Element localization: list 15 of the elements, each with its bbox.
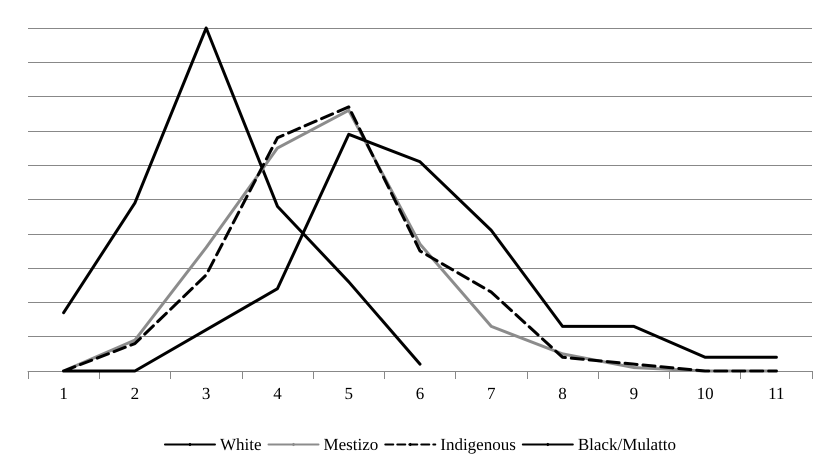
legend-label: Mestizo xyxy=(324,435,378,454)
x-tick-label: 8 xyxy=(558,384,567,403)
legend-label: Indigenous xyxy=(440,435,516,454)
x-tick-label: 3 xyxy=(202,384,210,403)
x-tick-label: 6 xyxy=(416,384,424,403)
x-tick-label: 10 xyxy=(696,384,714,403)
x-tick-label: 7 xyxy=(487,384,496,403)
x-tick-label: 1 xyxy=(59,384,68,403)
x-tick-label: 5 xyxy=(344,384,353,403)
legend-label: Black/Mulatto xyxy=(578,435,676,454)
x-tick-label: 9 xyxy=(630,384,638,403)
legend-label: White xyxy=(220,435,262,454)
x-tick-label: 11 xyxy=(768,384,785,403)
x-tick-label: 2 xyxy=(130,384,140,403)
x-tick-label: 4 xyxy=(273,384,282,403)
